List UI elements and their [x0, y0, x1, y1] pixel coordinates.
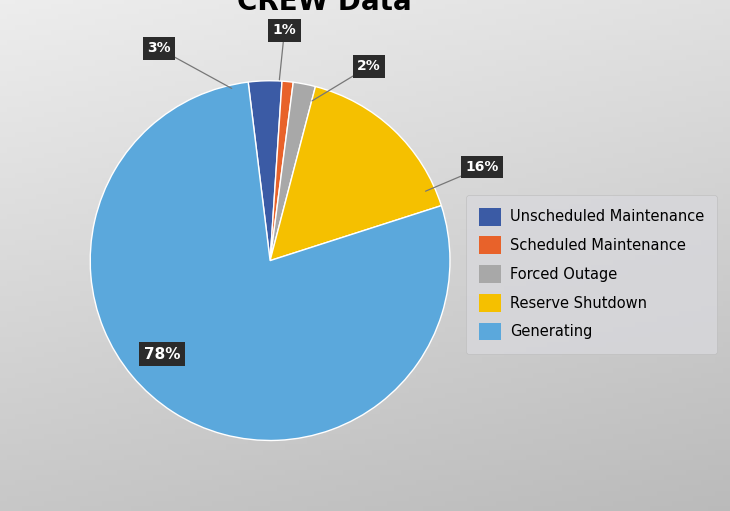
Legend: Unscheduled Maintenance, Scheduled Maintenance, Forced Outage, Reserve Shutdown,: Unscheduled Maintenance, Scheduled Maint… [466, 195, 718, 354]
Text: 2%: 2% [357, 59, 381, 74]
Wedge shape [270, 81, 293, 261]
Wedge shape [248, 81, 282, 261]
Text: 1%: 1% [272, 24, 296, 37]
Text: 3%: 3% [147, 41, 170, 55]
Wedge shape [270, 82, 315, 261]
Text: 16%: 16% [466, 160, 499, 174]
Text: 78%: 78% [144, 346, 180, 362]
Title: CREW Data: CREW Data [237, 0, 412, 16]
Wedge shape [91, 82, 450, 440]
Wedge shape [270, 86, 442, 261]
